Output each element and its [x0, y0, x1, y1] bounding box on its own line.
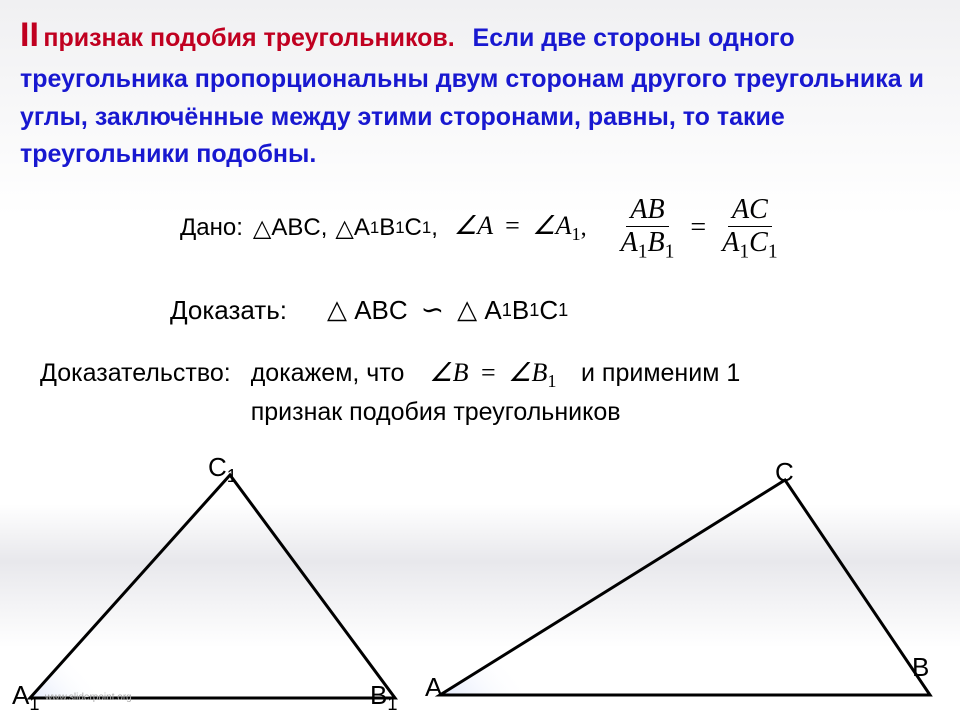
frac1-num: AB — [626, 194, 668, 227]
given-tri2-c: C — [405, 214, 422, 242]
angle-b1-sub: 1 — [547, 371, 556, 391]
eq-sign-3: = — [481, 358, 496, 387]
prove-tri2-s3: 1 — [558, 300, 568, 321]
title-spacer — [459, 33, 468, 50]
given-comma-2: , — [581, 215, 587, 242]
angle-symbol-3: ∠ — [429, 358, 452, 387]
proof-angle-eq: ∠B = ∠B1 — [429, 358, 563, 387]
title-block: II признак подобия треугольников. Если д… — [0, 0, 960, 174]
frac1-den-s1: 1 — [638, 241, 648, 262]
frac2-den-a: A — [722, 227, 739, 258]
eq-sign-1: = — [505, 211, 520, 240]
triangle-small — [30, 475, 395, 698]
vertex-b: B — [912, 652, 929, 683]
vertex-c1-sub: 1 — [227, 466, 237, 486]
angle-symbol-4: ∠ — [508, 358, 531, 387]
vertex-c1: C1 — [208, 452, 237, 487]
angle-a: A — [477, 211, 492, 240]
angle-symbol-2: ∠ — [532, 211, 555, 240]
roman-numeral: II — [20, 16, 39, 54]
vertex-b1-sub: 1 — [387, 694, 397, 714]
proof-label: Доказательство: — [40, 355, 251, 430]
given-tri1: ABC, — [271, 214, 327, 242]
prove-tri2-s2: 1 — [529, 300, 539, 321]
frac1-den-s2: 1 — [665, 241, 675, 262]
triangle-symbol-2: △ — [335, 214, 353, 243]
given-tri2-a: A — [354, 214, 370, 242]
given-comma: , — [431, 214, 438, 242]
given-tri2-b: B — [379, 214, 395, 242]
frac1-den-b: B — [648, 227, 665, 258]
fraction-2: AC A1C1 — [718, 194, 781, 264]
vertex-a1: A1 — [12, 680, 39, 715]
triangle-symbol-4: △ — [457, 295, 477, 325]
frac1-den-a: A — [621, 227, 638, 258]
prove-tri1 — [347, 295, 354, 326]
vertex-a: A — [425, 672, 442, 703]
vertex-a1-sub: 1 — [29, 694, 39, 714]
prove-tri2-s1: 1 — [502, 300, 512, 321]
proof-text2: и применим 1 — [581, 359, 740, 387]
angle-b1: B — [532, 358, 548, 387]
eq-sign-2: = — [690, 212, 706, 244]
prove-tri2-c: C — [539, 295, 558, 326]
vertex-c: C — [775, 457, 794, 488]
footer-link: www.sliderpoint.org — [45, 692, 132, 703]
vertex-b1-b: B — [370, 680, 387, 710]
prove-tri2-a: A — [484, 295, 501, 326]
triangle-symbol-3: △ — [327, 295, 347, 325]
title-red-text: признак подобия треугольников. — [43, 24, 454, 52]
proof-row: Доказательство: докажем, что ∠B = ∠B1 и … — [0, 327, 960, 430]
given-row: Дано: △ ABC, △ A1B1C1, ∠A = ∠A1 , AB A1B… — [0, 174, 960, 264]
angle-symbol-1: ∠ — [454, 211, 477, 240]
angle-b: B — [453, 358, 469, 387]
triangle-symbol-1: △ — [253, 214, 271, 243]
prove-row: Доказать: △ ABC ∽ △ A1B1C1 — [0, 263, 960, 327]
prove-label: Доказать: — [170, 295, 287, 326]
frac2-den-s1: 1 — [739, 241, 749, 262]
given-tri2-s1: 1 — [370, 218, 379, 238]
given-tri2-s3: 1 — [422, 218, 431, 238]
prove-tri2-b: B — [512, 295, 529, 326]
vertex-b1: B1 — [370, 680, 397, 715]
similar-symbol: ∽ — [414, 293, 451, 327]
frac2-num: AC — [728, 194, 772, 227]
vertex-c1-c: C — [208, 452, 227, 482]
fraction-1: AB A1B1 — [617, 194, 679, 264]
given-tri2-s2: 1 — [395, 218, 404, 238]
frac2-den-s2: 1 — [768, 241, 778, 262]
fraction-eq: AB A1B1 = AC A1C1 — [611, 194, 788, 264]
given-label: Дано: — [180, 214, 243, 242]
proof-text3: признак подобия треугольников — [251, 398, 621, 426]
prove-tri2 — [477, 295, 484, 326]
prove-tri1-txt: ABC — [354, 295, 407, 326]
vertex-a1-a: A — [12, 680, 29, 710]
angle-a1: A — [556, 211, 572, 240]
proof-text1: докажем, что — [251, 359, 405, 387]
angle-eq-1: ∠A = ∠A1 — [454, 211, 581, 245]
frac1-den: A1B1 — [617, 227, 679, 264]
angle-a1-sub: 1 — [572, 224, 581, 244]
frac2-den-c: C — [749, 227, 768, 258]
triangle-large — [440, 480, 930, 695]
proof-text: докажем, что ∠B = ∠B1 и применим 1 призн… — [251, 355, 741, 430]
frac2-den: A1C1 — [718, 227, 781, 264]
